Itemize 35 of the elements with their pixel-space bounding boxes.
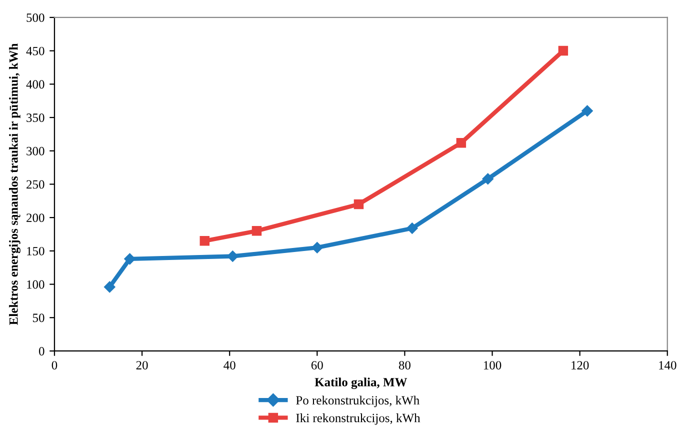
- x-tick-label: 60: [311, 361, 323, 370]
- x-tick-label: 20: [136, 361, 148, 370]
- y-axis-title: Elektros energijos sąnaudos traukai ir pūtimui, kWh: [9, 43, 20, 325]
- y-tick-label: 150: [27, 246, 44, 256]
- y-tick-label: 400: [26, 80, 44, 89]
- point: [456, 138, 466, 148]
- x-tick-label: 40: [224, 361, 236, 370]
- x-tick-label: 140: [659, 361, 676, 370]
- y-tick-label: 450: [26, 46, 44, 56]
- y-tick-label: 300: [26, 146, 44, 156]
- point: [482, 173, 494, 184]
- point: [312, 242, 323, 254]
- point: [124, 253, 136, 265]
- y-tick-label: 50: [32, 314, 44, 322]
- point: [582, 105, 593, 116]
- point: [227, 250, 238, 262]
- point: [406, 222, 418, 234]
- point: [104, 281, 116, 293]
- point: [558, 46, 568, 56]
- x-tick-label: 100: [484, 361, 502, 370]
- point: [200, 236, 210, 246]
- legend-label: Iki rekonstrukcijos, kWh: [296, 413, 420, 425]
- y-tick-label: 200: [26, 214, 44, 222]
- y-tick-label: 250: [26, 180, 44, 189]
- point: [252, 226, 262, 236]
- point: [354, 199, 364, 210]
- x-tick-label: 120: [572, 361, 589, 370]
- x-tick-label: 80: [398, 361, 410, 370]
- y-tick-label: 350: [26, 114, 44, 122]
- x-tick-label: 0: [52, 361, 58, 370]
- x-axis-title: Katilo galia, MW: [314, 378, 408, 390]
- y-tick-label: 100: [27, 280, 44, 289]
- y-tick-label: 500: [26, 13, 44, 22]
- legend-label: Po rekonstrukcijos, kWh: [296, 396, 420, 408]
- y-tick-label: 0: [38, 347, 44, 356]
